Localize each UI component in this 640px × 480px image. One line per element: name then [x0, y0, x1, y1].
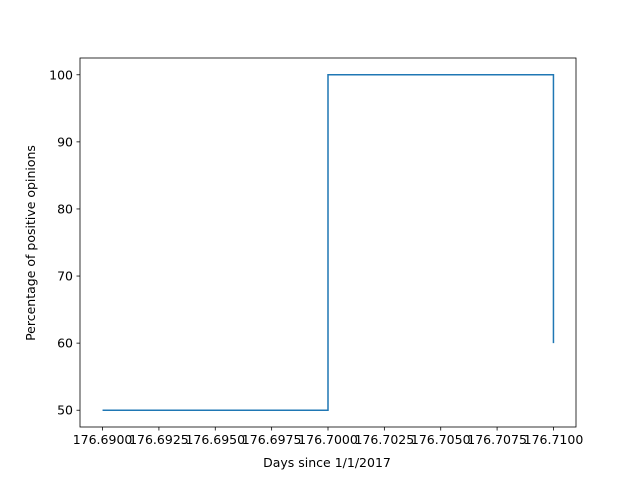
y-tick-label: 70 [57, 269, 73, 284]
x-axis: 176.6900176.6925176.6950176.6975176.7000… [73, 427, 584, 447]
y-axis: 50 60 70 80 90 100 [49, 67, 80, 418]
x-tick-label: 176.6900 [73, 432, 133, 447]
y-tick-label: 90 [57, 134, 73, 149]
x-tick-label: 176.7050 [411, 432, 471, 447]
x-tick-label: 176.6975 [242, 432, 302, 447]
x-tick-label: 176.6950 [185, 432, 245, 447]
series-line-0 [102, 74, 555, 411]
x-tick-label: 176.7100 [524, 432, 584, 447]
x-tick-label: 176.7075 [467, 432, 527, 447]
x-tick-label: 176.6925 [129, 432, 189, 447]
x-tick-label: 176.7025 [355, 432, 415, 447]
y-tick-label: 50 [57, 403, 73, 418]
y-axis-label: Percentage of positive opinions [23, 145, 38, 341]
x-tick-label: 176.7000 [298, 432, 358, 447]
x-axis-label: Days since 1/1/2017 [263, 455, 391, 470]
y-tick-label: 60 [57, 336, 73, 351]
y-tick-label: 80 [57, 201, 73, 216]
y-tick-label: 100 [49, 67, 73, 82]
